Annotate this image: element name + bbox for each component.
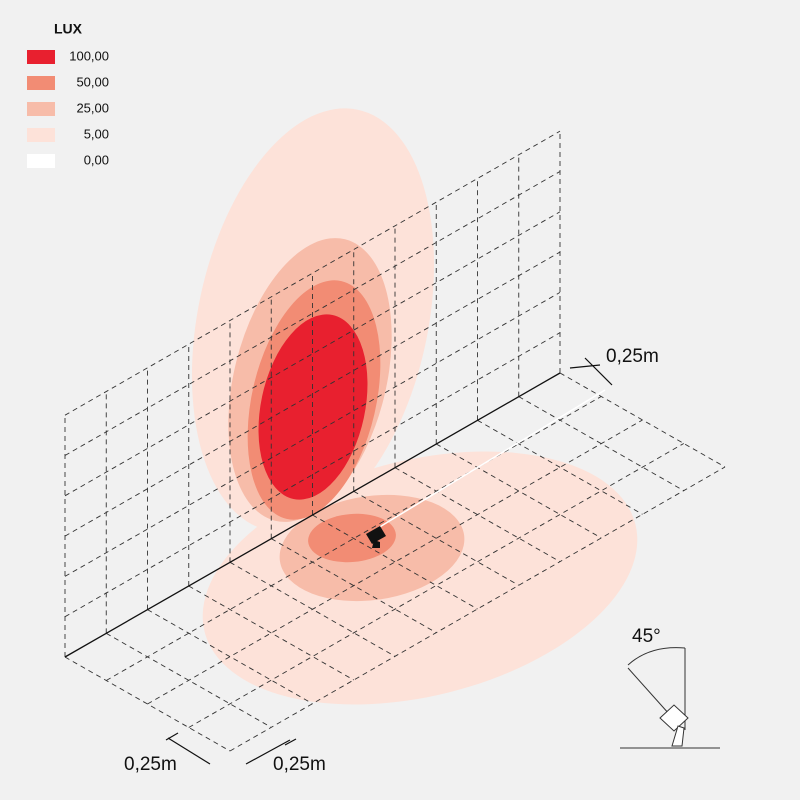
legend-label: 25,00 — [76, 100, 109, 115]
beam-line — [377, 389, 606, 529]
legend-label: 5,00 — [84, 126, 109, 141]
grid-line — [147, 609, 313, 705]
grid-line — [188, 585, 354, 681]
grid — [64, 130, 726, 752]
legend-swatch — [27, 128, 55, 142]
legend-title: LUX — [54, 21, 83, 37]
dimension-label: 0,25m — [124, 754, 177, 775]
wall-contour-100 — [258, 314, 368, 500]
fixture — [366, 526, 386, 548]
legend-swatch — [27, 102, 55, 116]
grid-line — [477, 419, 643, 515]
legend-swatch — [27, 76, 55, 90]
legend-swatch — [27, 50, 55, 64]
angle-label: 45° — [632, 626, 661, 647]
grid-line — [353, 490, 519, 586]
baseline — [64, 372, 561, 658]
contours — [191, 108, 638, 705]
legend-label: 50,00 — [76, 74, 109, 89]
legend-label: 0,00 — [84, 152, 109, 167]
grid-line — [312, 514, 478, 610]
dimension-label: 0,25m — [273, 754, 326, 775]
dimension-label: 0,25m — [606, 346, 659, 367]
legend-label: 100,00 — [69, 48, 109, 63]
legend-swatch — [27, 154, 55, 168]
dimension-lines — [165, 357, 613, 765]
grid-line — [436, 443, 602, 539]
angle-icon — [620, 647, 720, 749]
legend: LUX 100,00 50,00 25,00 5,00 0,00 — [27, 21, 109, 168]
